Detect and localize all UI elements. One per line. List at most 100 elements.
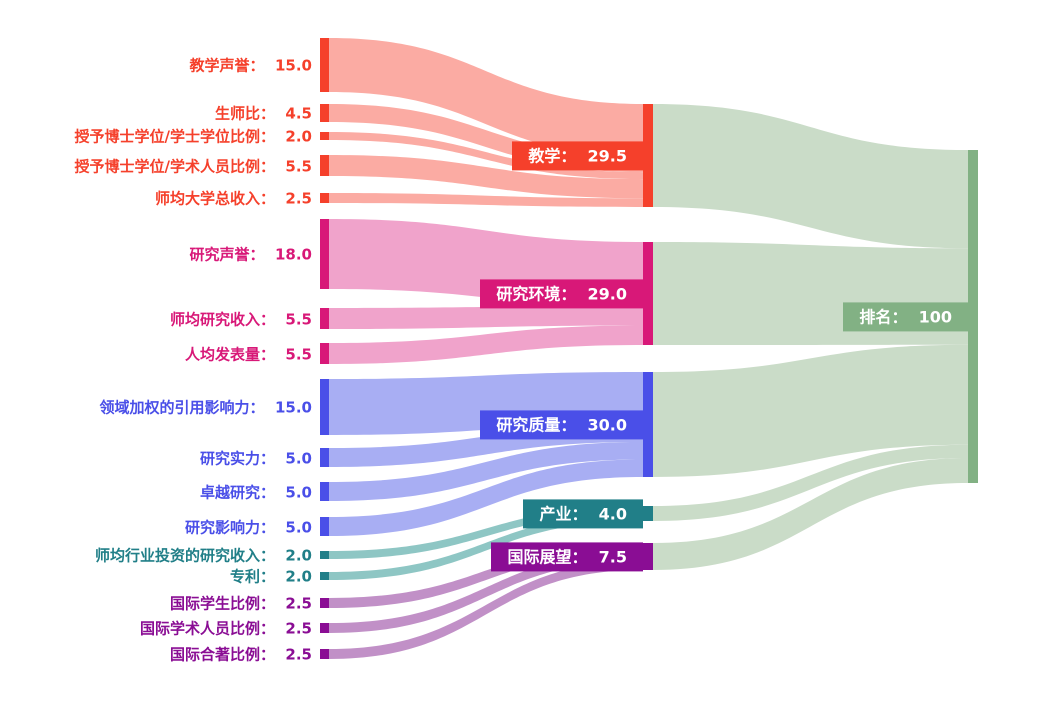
label-separator: ： bbox=[259, 310, 286, 328]
source-label-student_staff_ratio: 生师比： 4.5 bbox=[215, 103, 312, 124]
label-separator: ： bbox=[259, 645, 286, 664]
value-text: 15.0 bbox=[274, 398, 312, 417]
value-text: 29.5 bbox=[587, 145, 627, 165]
node-institutional_income bbox=[320, 193, 329, 203]
source-label-research_income: 师均研究收入： 5.5 bbox=[170, 308, 312, 329]
value-text: 5.0 bbox=[285, 449, 312, 467]
label-separator: ： bbox=[891, 306, 919, 326]
source-label-doctorate_bachelor_ratio: 授予博士学位/学士学位比例： 2.0 bbox=[74, 126, 312, 147]
node-research_influence bbox=[320, 517, 329, 536]
label-separator: ： bbox=[259, 127, 286, 146]
label-separator: ： bbox=[571, 546, 599, 566]
link-international_students bbox=[329, 543, 643, 608]
label-separator: ： bbox=[560, 145, 588, 165]
name-text: 研究影响力 bbox=[184, 518, 260, 536]
node-research_strength bbox=[320, 448, 329, 467]
node-research_reputation bbox=[320, 219, 329, 289]
link-patents bbox=[329, 513, 643, 580]
name-text: 研究环境 bbox=[496, 283, 561, 303]
link-research_excellence bbox=[329, 442, 643, 501]
value-text: 5.5 bbox=[285, 345, 312, 363]
label-separator: ： bbox=[249, 245, 275, 264]
source-label-international_staff: 国际学术人员比例： 2.5 bbox=[140, 618, 312, 639]
link-research_influence bbox=[329, 459, 643, 536]
node-international_outlook bbox=[643, 543, 653, 570]
label-separator: ： bbox=[259, 157, 286, 175]
name-text: 国际合著比例 bbox=[169, 645, 260, 664]
total-label-rank: 排名： 100 bbox=[843, 301, 968, 332]
source-label-industry_research_income: 师均行业投资的研究收入： 2.0 bbox=[95, 545, 312, 566]
name-text: 人均发表量 bbox=[184, 345, 260, 363]
name-text: 授予博士学位/学士学位比例 bbox=[74, 127, 260, 146]
label-separator: ： bbox=[259, 189, 286, 208]
source-label-patents: 专利： 2.0 bbox=[230, 566, 312, 587]
value-text: 2.5 bbox=[285, 619, 312, 638]
name-text: 国际学术人员比例 bbox=[139, 619, 260, 638]
node-patents bbox=[320, 572, 329, 580]
link-research_income bbox=[329, 305, 643, 329]
value-text: 5.5 bbox=[285, 157, 312, 175]
link-research_quality-rank bbox=[653, 344, 968, 477]
link-doctorate_staff_ratio bbox=[329, 155, 643, 199]
value-text: 30.0 bbox=[587, 414, 627, 434]
source-label-research_influence: 研究影响力： 5.0 bbox=[185, 516, 312, 537]
source-label-international_students: 国际学生比例： 2.5 bbox=[170, 593, 312, 614]
value-text: 2.5 bbox=[285, 645, 312, 664]
source-label-publications_per_capita: 人均发表量： 5.5 bbox=[185, 343, 312, 364]
node-rank bbox=[968, 150, 978, 483]
label-separator: ： bbox=[259, 594, 286, 613]
node-international_coauthorship bbox=[320, 649, 329, 659]
node-research_environment bbox=[643, 242, 653, 345]
link-doctorate_bachelor_ratio bbox=[329, 132, 643, 180]
category-label-industry: 产业： 4.0 bbox=[523, 498, 643, 529]
name-text: 国际展望 bbox=[507, 546, 572, 566]
name-text: 研究实力 bbox=[199, 449, 260, 467]
node-international_students bbox=[320, 598, 329, 608]
link-industry-rank bbox=[653, 444, 968, 521]
node-field_weighted_citation_impact bbox=[320, 379, 329, 435]
value-text: 2.0 bbox=[285, 546, 312, 565]
value-text: 7.5 bbox=[598, 546, 627, 566]
link-teaching_reputation bbox=[329, 38, 643, 157]
label-separator: ： bbox=[259, 104, 286, 123]
name-text: 研究声誉 bbox=[189, 245, 250, 264]
label-separator: ： bbox=[259, 483, 286, 501]
source-label-international_coauthorship: 国际合著比例： 2.5 bbox=[170, 644, 312, 665]
source-label-institutional_income: 师均大学总收入： 2.5 bbox=[155, 188, 312, 209]
link-teaching-rank bbox=[653, 104, 968, 249]
name-text: 排名 bbox=[859, 306, 892, 326]
link-international_staff bbox=[329, 552, 643, 633]
value-text: 29.0 bbox=[587, 283, 627, 303]
source-label-research_reputation: 研究声誉： 18.0 bbox=[190, 244, 312, 265]
label-separator: ： bbox=[571, 503, 599, 523]
label-separator: ： bbox=[560, 414, 588, 434]
value-text: 18.0 bbox=[274, 245, 312, 264]
label-separator: ： bbox=[259, 567, 286, 586]
label-separator: ： bbox=[259, 345, 286, 363]
node-teaching_reputation bbox=[320, 38, 329, 92]
source-label-research_excellence: 卓越研究： 5.0 bbox=[200, 481, 312, 502]
node-student_staff_ratio bbox=[320, 104, 329, 122]
label-separator: ： bbox=[259, 546, 286, 565]
link-international_outlook-rank bbox=[653, 458, 968, 570]
node-international_staff bbox=[320, 623, 329, 633]
value-text: 2.0 bbox=[285, 127, 312, 146]
name-text: 生师比 bbox=[214, 104, 260, 123]
value-text: 15.0 bbox=[274, 56, 312, 75]
name-text: 卓越研究 bbox=[199, 483, 260, 501]
name-text: 产业 bbox=[539, 503, 572, 523]
node-research_income bbox=[320, 308, 329, 329]
name-text: 师均大学总收入 bbox=[154, 189, 260, 208]
label-separator: ： bbox=[259, 619, 286, 638]
value-text: 2.0 bbox=[285, 567, 312, 586]
node-industry bbox=[643, 506, 653, 521]
label-separator: ： bbox=[259, 518, 286, 536]
label-separator: ： bbox=[249, 56, 275, 75]
node-teaching bbox=[643, 104, 653, 207]
link-industry_research_income bbox=[329, 506, 643, 559]
source-label-research_strength: 研究实力： 5.0 bbox=[200, 447, 312, 468]
link-international_coauthorship bbox=[329, 561, 643, 659]
name-text: 研究质量 bbox=[496, 414, 561, 434]
